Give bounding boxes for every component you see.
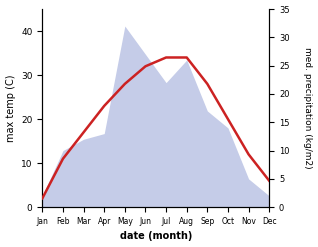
Y-axis label: med. precipitation (kg/m2): med. precipitation (kg/m2) [303,47,313,169]
Y-axis label: max temp (C): max temp (C) [5,74,16,142]
X-axis label: date (month): date (month) [120,231,192,242]
